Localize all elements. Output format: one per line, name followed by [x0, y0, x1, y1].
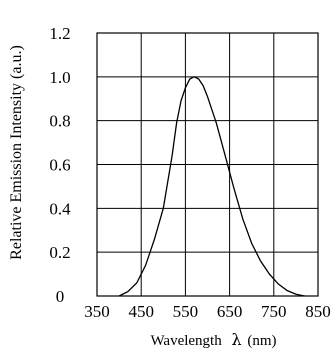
y-tick-labels: 0 0.2 0.4 0.6 0.8 1.0 1.2 — [49, 24, 71, 306]
series-line — [118, 76, 305, 297]
x-tick-label: 750 — [261, 302, 287, 321]
y-tick-label: 0.2 — [49, 243, 70, 262]
x-tick-label: 450 — [128, 302, 154, 321]
x-axis-label-unit: (nm) — [247, 333, 276, 349]
x-tick-label: 350 — [84, 302, 110, 321]
y-tick-label: 0.6 — [49, 156, 70, 175]
y-tick-label: 1.0 — [49, 68, 70, 87]
y-tick-label: 0 — [56, 287, 65, 306]
x-axis-label: Wavelength λ (nm) — [150, 330, 276, 349]
plot-frame — [96, 32, 319, 297]
y-tick-label: 1.2 — [49, 24, 70, 43]
x-tick-label: 650 — [217, 302, 243, 321]
x-tick-label: 850 — [305, 302, 331, 321]
x-tick-label: 550 — [173, 302, 199, 321]
y-tick-label: 0.8 — [49, 112, 70, 131]
y-axis-label: Relative Emission Intensity (a.u.) — [8, 45, 25, 260]
x-axis-label-text: Wavelength — [150, 333, 222, 349]
x-tick-labels: 350 450 550 650 750 850 — [84, 302, 331, 321]
lambda-symbol: λ — [231, 330, 241, 349]
y-tick-label: 0.4 — [49, 199, 71, 218]
grid — [97, 33, 318, 296]
